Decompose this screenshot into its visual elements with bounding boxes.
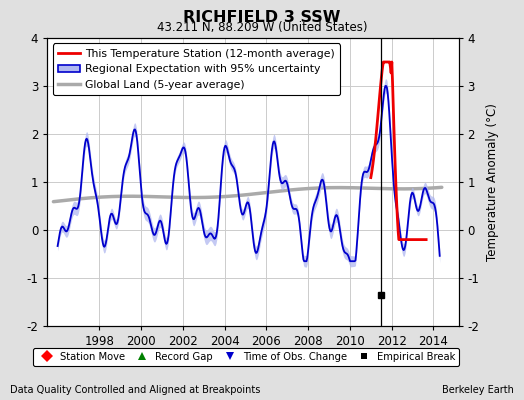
Text: Data Quality Controlled and Aligned at Breakpoints: Data Quality Controlled and Aligned at B… xyxy=(10,385,261,395)
Legend: This Temperature Station (12-month average), Regional Expectation with 95% uncer: This Temperature Station (12-month avera… xyxy=(52,44,340,95)
Text: 43.211 N, 88.209 W (United States): 43.211 N, 88.209 W (United States) xyxy=(157,21,367,34)
Legend: Station Move, Record Gap, Time of Obs. Change, Empirical Break: Station Move, Record Gap, Time of Obs. C… xyxy=(33,348,460,366)
Y-axis label: Temperature Anomaly (°C): Temperature Anomaly (°C) xyxy=(486,103,499,261)
Text: RICHFIELD 3 SSW: RICHFIELD 3 SSW xyxy=(183,10,341,25)
Text: Berkeley Earth: Berkeley Earth xyxy=(442,385,514,395)
